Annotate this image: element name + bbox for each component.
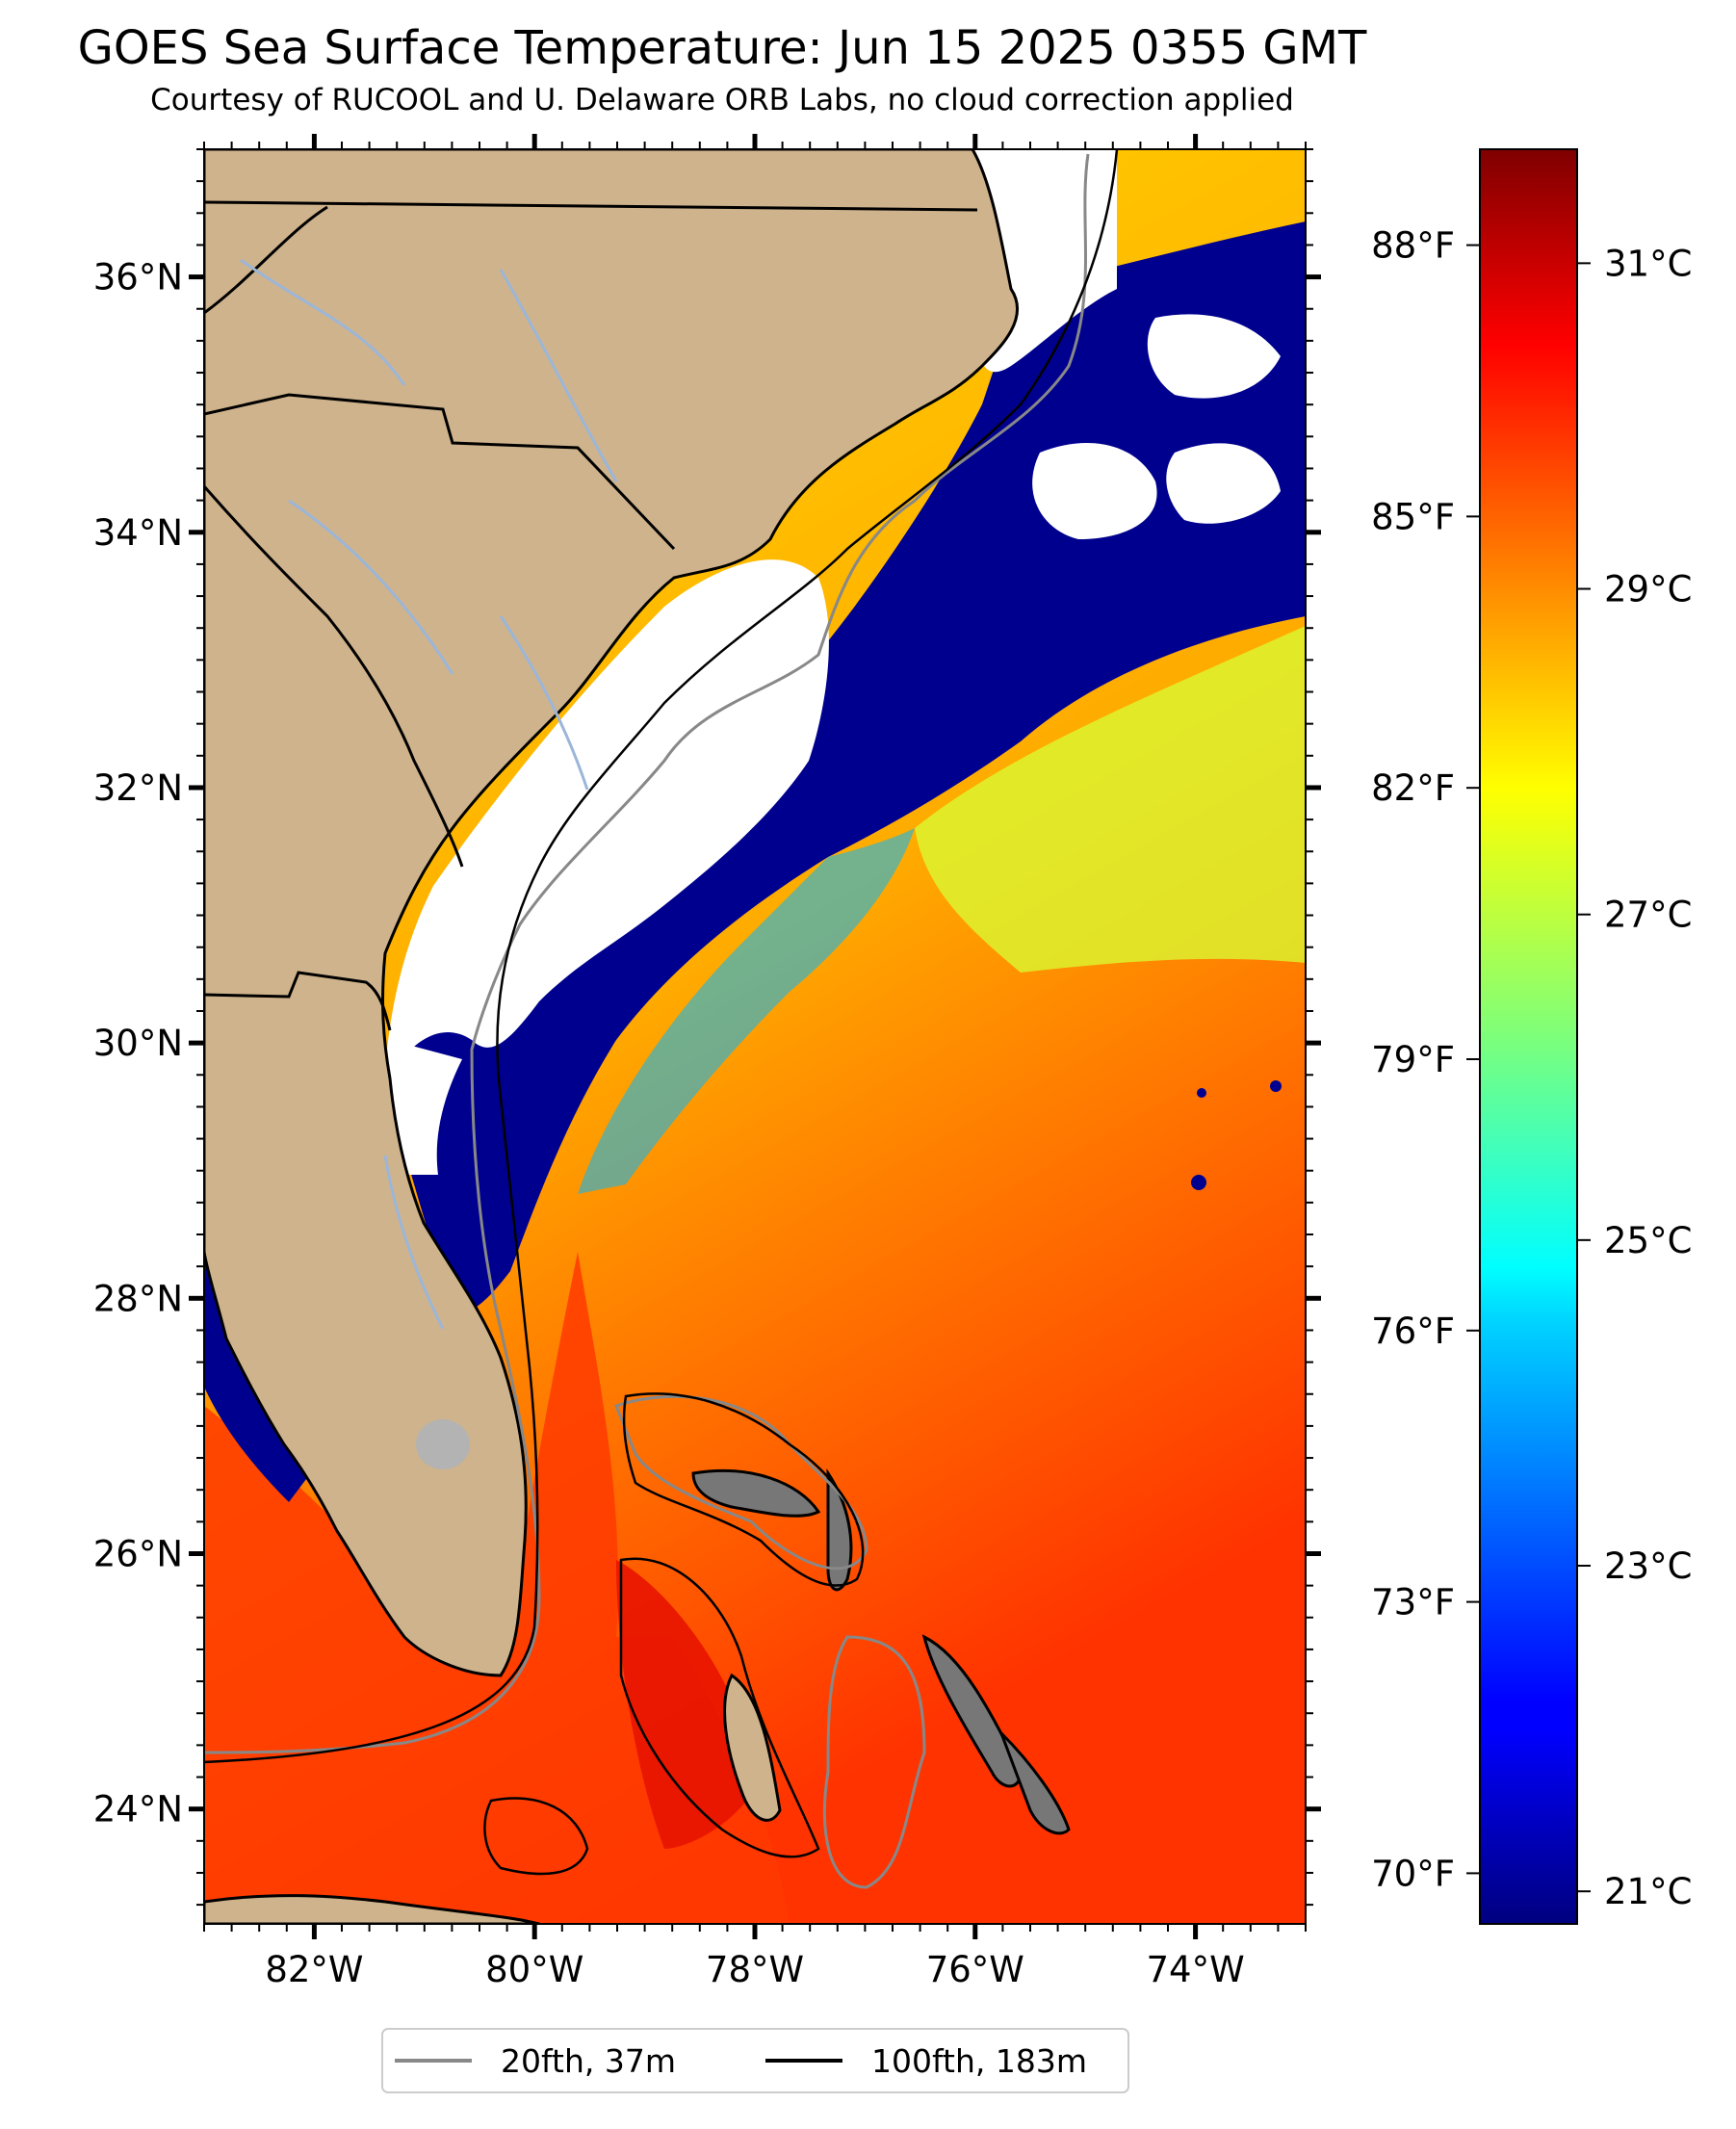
land-southeast-us (204, 149, 1019, 1677)
map-title: GOES Sea Surface Temperature: Jun 15 202… (77, 21, 1367, 75)
colorbar (1479, 148, 1578, 1925)
lon-tick-label: 82°W (265, 1949, 363, 1990)
colorbar-fahrenheit-label: 79°F (1371, 1039, 1455, 1080)
lat-tick-label: 26°N (93, 1533, 183, 1574)
sst-transition-band (578, 828, 915, 1194)
lake-okeechobee (416, 1419, 470, 1469)
cloud-mask-offshore-east (1166, 443, 1281, 524)
land-grand-bahama (691, 1468, 821, 1518)
legend-label-100fth: 100fth, 183m (871, 2042, 1087, 2080)
state-boundary-sc-ga (204, 485, 464, 868)
map-subtitle: Courtesy of RUCOOL and U. Delaware ORB L… (150, 83, 1294, 117)
colorbar-celsius-label: 21°C (1604, 1871, 1692, 1912)
colorbar-ticks: 31°C 29°C 27°C 25°C 23°C 21°C 88°F 85°F 82°F 79°F… (1371, 225, 1692, 1913)
rivers (240, 258, 618, 1330)
lat-tick-label: 36°N (93, 257, 183, 299)
colorbar-celsius-label: 31°C (1604, 243, 1692, 284)
colorbar-celsius-label: 29°C (1604, 569, 1692, 610)
isobath-100fth (204, 149, 1119, 1876)
cloud-mask-offshore (1032, 443, 1157, 539)
land-andros-island (723, 1673, 782, 1822)
lon-tick-label: 80°W (485, 1949, 583, 1990)
land-cuba (204, 1894, 540, 1924)
state-boundary-va-nc (204, 200, 978, 212)
lat-tick-label: 24°N (93, 1789, 183, 1830)
state-boundary-ga-fl (204, 971, 392, 1031)
lat-tick-label: 34°N (93, 512, 183, 554)
lon-tick-label: 76°W (926, 1949, 1024, 1990)
colorbar-celsius-label: 27°C (1604, 895, 1692, 936)
legend-label-20fth: 20fth, 37m (501, 2042, 676, 2080)
land-abaco (826, 1468, 853, 1592)
cloud-mask-coast-florida (390, 1040, 462, 1175)
colorbar-celsius-label: 25°C (1604, 1220, 1692, 1261)
state-boundary-nc-sc (204, 393, 676, 551)
colorbar-fahrenheit-label: 85°F (1371, 496, 1455, 537)
legend-frame (381, 2028, 1129, 2093)
cold-eddy (1191, 1175, 1206, 1190)
colorbar-fahrenheit-label: 73°F (1371, 1582, 1455, 1623)
state-boundary-nw (204, 205, 328, 315)
lat-tick-label: 32°N (93, 767, 183, 809)
cold-eddy (1197, 1088, 1206, 1098)
colorbar-fahrenheit-label: 82°F (1371, 767, 1455, 809)
cloud-mask-coastal (382, 559, 829, 1204)
sst-greenish-patch (915, 626, 1306, 973)
cold-eddy (1270, 1080, 1282, 1092)
colorbar-fahrenheit-label: 88°F (1371, 225, 1455, 267)
colorbar-fahrenheit-label: 70°F (1371, 1853, 1455, 1894)
lon-tick-label: 78°W (706, 1949, 804, 1990)
lon-tick-label: 74°W (1147, 1949, 1245, 1990)
cloud-mask-north-east (1147, 314, 1281, 399)
colorbar-fahrenheit-label: 76°F (1371, 1311, 1455, 1352)
map-axis-ticks (189, 134, 1321, 1939)
lat-tick-label: 30°N (93, 1023, 183, 1064)
lat-tick-label: 28°N (93, 1278, 183, 1319)
isobath-20fth (204, 153, 1090, 1889)
longitude-labels: 82°W 80°W 78°W 76°W 74°W (265, 1949, 1244, 1990)
land-exuma (999, 1731, 1071, 1835)
latitude-labels: 36°N 34°N 32°N 30°N 28°N 26°N 24°N (93, 257, 183, 1830)
sst-map (204, 149, 1306, 1924)
isobath-legend: 20fth, 37m 100fth, 183m (381, 2028, 1129, 2093)
colorbar-celsius-label: 23°C (1604, 1545, 1692, 1587)
sst-red-bank (616, 1560, 761, 1849)
land-eleuthera (921, 1634, 1023, 1788)
